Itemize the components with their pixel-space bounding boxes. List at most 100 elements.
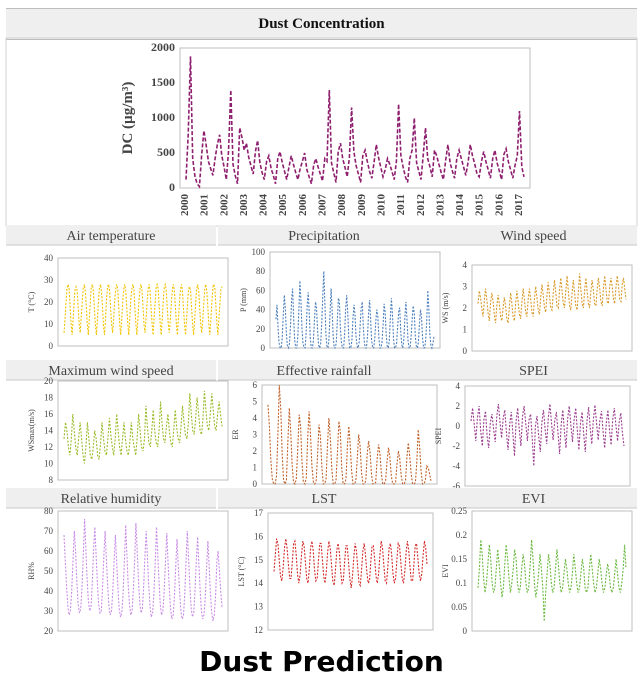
rh-ytick-label: 80 xyxy=(44,506,54,516)
er-ytick-label: 4 xyxy=(253,413,258,423)
dc-ylabel: DC (µg/m³) xyxy=(120,82,136,155)
spei-ytick-label: -4 xyxy=(453,461,461,471)
ws-chart: Wind speed 0 1 2 3 4 WS (m/s) xyxy=(430,225,637,356)
wsmax-title: Maximum wind speed xyxy=(48,364,173,379)
dc-plot-area xyxy=(179,47,531,189)
er-title: Effective rainfall xyxy=(277,364,372,379)
dc-xtick-label: 2006 xyxy=(297,194,309,217)
ws-ytick-label: 3 xyxy=(463,282,468,292)
dc-xtick-label: 2010 xyxy=(375,194,387,217)
ws-title: Wind speed xyxy=(501,229,567,244)
dc-xtick-label: 2011 xyxy=(395,194,407,215)
dc-xtick-label: 2007 xyxy=(317,194,329,217)
rh-series-line xyxy=(63,518,223,622)
dc-chart: 0 500 1000 1500 2000 DC (µg/m³) 2000 2001 2002 20… xyxy=(120,40,531,217)
rh-ytick-label: 70 xyxy=(44,526,54,536)
wsmax-ytick-label: 12 xyxy=(44,442,53,452)
wsmax-chart: Maximum wind speed 8 10 12 14 16 18 20 WSmax(m/s… xyxy=(6,360,229,485)
rh-ytick-label: 20 xyxy=(44,626,54,636)
spei-title-bg xyxy=(430,360,637,380)
ws-title-bg xyxy=(430,225,637,245)
precip-title: Precipitation xyxy=(288,229,360,244)
spei-ytick-label: 0 xyxy=(456,421,461,431)
rh-title: Relative humidity xyxy=(61,492,162,507)
wsmax-ytick-label: 10 xyxy=(44,459,54,469)
evi-ytick-label: 0.1 xyxy=(456,578,467,588)
lst-chart: LST 12 13 14 15 16 17 LST (°C) xyxy=(218,488,434,635)
rh-plot-area xyxy=(57,510,229,632)
lst-ytick-label: 17 xyxy=(254,508,264,518)
dc-xtick-label: 2008 xyxy=(336,194,348,217)
evi-ytick-label: 0.05 xyxy=(451,602,467,612)
dc-xtick-label: 2001 xyxy=(199,194,211,216)
spei-ytick-label: 4 xyxy=(456,381,461,391)
dc-ytick-label: 500 xyxy=(157,145,175,159)
precip-ylabel: P (mm) xyxy=(239,288,248,312)
ws-series-line xyxy=(477,273,627,324)
wsmax-ytick-label: 16 xyxy=(44,409,54,419)
precip-ytick-label: 20 xyxy=(256,324,266,334)
er-series-line xyxy=(267,384,432,486)
er-ytick-label: 1 xyxy=(253,463,258,473)
evi-plot-area xyxy=(471,510,633,632)
wsmax-ytick-label: 14 xyxy=(44,426,54,436)
spei-series-line xyxy=(470,403,625,467)
evi-chart: EVI 0 0.05 0.1 0.15 0.2 0.25 EVI xyxy=(430,488,637,636)
temp-title-bg xyxy=(6,225,216,245)
lst-ytick-label: 16 xyxy=(254,531,264,541)
wsmax-plot-area xyxy=(57,380,229,481)
evi-ylabel: EVI xyxy=(441,564,450,578)
lst-ylabel: LST (°C) xyxy=(237,556,246,586)
dc-xtick-label: 2012 xyxy=(415,194,427,217)
precip-chart: Precipitation 0 20 40 60 80 100 P (mm) xyxy=(218,225,441,353)
wsmax-ytick-label: 20 xyxy=(44,376,54,386)
evi-ytick-label: 0 xyxy=(463,626,468,636)
evi-ytick-label: 0.25 xyxy=(451,506,467,516)
spei-ytick-label: -2 xyxy=(453,441,461,451)
er-ytick-label: 0 xyxy=(253,479,258,489)
temp-ytick-label: 40 xyxy=(44,253,54,263)
precip-title-bg xyxy=(218,225,430,245)
dc-xtick-label: 2014 xyxy=(454,194,466,217)
lst-title: LST xyxy=(312,492,337,507)
wsmax-ytick-label: 18 xyxy=(44,393,54,403)
dc-series-line xyxy=(185,56,525,189)
lst-ytick-label: 15 xyxy=(254,555,264,565)
temp-ytick-label: 30 xyxy=(44,275,54,285)
wsmax-series-line xyxy=(63,390,223,464)
temp-ytick-label: 10 xyxy=(44,319,54,329)
temp-series-line xyxy=(63,282,223,336)
spei-chart: SPEI -6 -4 -2 0 2 4 SPEI xyxy=(430,360,637,491)
wsmax-ytick-label: 8 xyxy=(49,475,54,485)
er-title-bg xyxy=(218,360,430,380)
rh-ylabel: RH% xyxy=(27,562,36,580)
dc-xtick-label: 2005 xyxy=(277,194,289,217)
lst-ytick-label: 12 xyxy=(254,625,263,635)
wsmax-ylabel: WSmax(m/s) xyxy=(27,409,36,452)
rh-ytick-label: 60 xyxy=(44,546,54,556)
temp-ylabel: T (°C) xyxy=(27,291,36,312)
ws-ytick-label: 4 xyxy=(463,260,468,270)
ws-ytick-label: 0 xyxy=(463,346,468,356)
wsmax-title-bg xyxy=(6,360,216,380)
precip-series-line xyxy=(275,271,435,350)
dc-xtick-label: 2016 xyxy=(493,193,505,216)
ws-plot-area xyxy=(471,264,633,352)
er-ytick-label: 5 xyxy=(253,397,258,407)
temp-ytick-label: 0 xyxy=(49,341,54,351)
ws-ytick-label: 2 xyxy=(463,303,468,313)
lst-series-line xyxy=(273,538,428,588)
dc-ytick-label: 2000 xyxy=(151,40,175,54)
precip-ytick-label: 60 xyxy=(256,285,266,295)
rh-ytick-label: 40 xyxy=(44,586,54,596)
rh-ytick-label: 30 xyxy=(44,606,54,616)
er-ytick-label: 2 xyxy=(253,446,258,456)
precip-plot-area xyxy=(269,251,441,349)
rh-title-bg xyxy=(6,488,216,508)
evi-title: EVI xyxy=(522,492,546,507)
dc-xtick-label: 2003 xyxy=(238,193,250,216)
dc-xtick-label: 2004 xyxy=(258,194,270,217)
spei-ytick-label: 2 xyxy=(456,401,461,411)
lst-ytick-label: 14 xyxy=(254,578,264,588)
